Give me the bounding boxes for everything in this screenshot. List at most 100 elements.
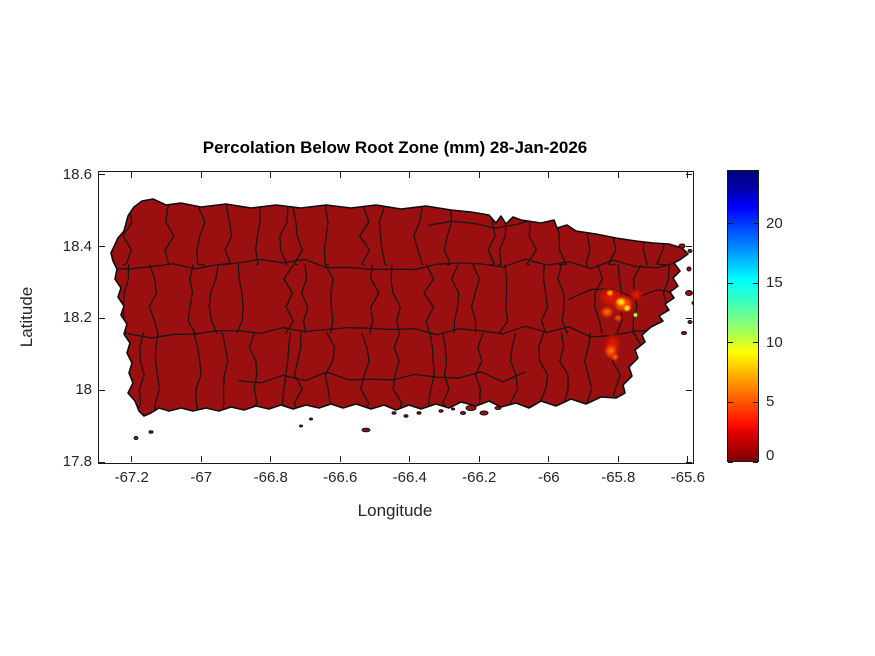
x-tick-mark-top (548, 172, 550, 178)
x-tick-mark-top (478, 172, 480, 178)
islet (494, 406, 502, 410)
municipality-border-line (187, 264, 196, 334)
municipality-border-line (281, 332, 292, 415)
municipality-border-line (236, 264, 244, 334)
plot-area (98, 171, 694, 464)
x-tick-mark (478, 456, 480, 462)
x-tick-mark (270, 456, 272, 462)
x-tick-label: -66 (537, 469, 560, 486)
municipality-border-line (238, 371, 526, 384)
municipality-border-line (583, 332, 593, 415)
islet (299, 424, 303, 428)
colorbar-tick-mark (728, 282, 733, 284)
x-tick-label: -65.8 (601, 469, 636, 486)
y-tick-label: 18.2 (62, 309, 92, 327)
islet (460, 411, 466, 415)
islet (678, 243, 686, 249)
y-tick-label: 18.6 (62, 165, 92, 183)
municipality-border-line (283, 264, 295, 334)
municipality-border-line (279, 199, 289, 266)
colorbar-tick-mark (753, 282, 758, 284)
municipality-border-line (248, 332, 258, 415)
x-tick-mark (687, 456, 689, 462)
municipality-border-line (450, 264, 460, 334)
colorbar-tick-label: 20 (766, 214, 783, 232)
percolation-hotspots (596, 285, 644, 362)
islet (391, 411, 397, 415)
peak-value-point (632, 312, 639, 318)
municipality-border-line (193, 332, 202, 415)
municipality-border-line (392, 332, 403, 415)
colorbar-tick-label: 10 (766, 333, 783, 351)
colorbar-tick-mark (728, 461, 733, 463)
colorbar (727, 170, 759, 462)
y-tick-label: 18.4 (62, 237, 92, 255)
colorbar-tick-mark (728, 401, 733, 403)
municipality-border-line (153, 332, 161, 415)
municipality-border-line (594, 264, 604, 334)
municipality-border-line (427, 332, 436, 415)
x-tick-label: -65.6 (670, 469, 705, 486)
x-tick-mark (339, 456, 341, 462)
islet (479, 410, 489, 416)
islet (691, 301, 693, 305)
municipality-border-line (111, 258, 680, 271)
colorbar-tick-mark (753, 223, 758, 225)
municipality-border-line (292, 199, 303, 266)
y-tick-mark-right (686, 389, 692, 391)
colorbar-tick-label: 15 (766, 274, 783, 292)
municipality-border-line (671, 332, 683, 415)
municipality-border-line (221, 332, 229, 415)
x-tick-mark-top (200, 172, 202, 178)
municipality-border-line (293, 332, 304, 415)
municipality-border-line (254, 199, 261, 266)
colorbar-tick-mark (728, 342, 733, 344)
x-tick-mark-top (409, 172, 411, 178)
islet (465, 405, 477, 411)
municipality-border-line (470, 264, 481, 334)
municipality-border-line (378, 199, 387, 266)
x-tick-mark-top (270, 172, 272, 178)
islet (686, 266, 692, 272)
municipality-border-line (474, 332, 484, 415)
municipality-border-line (208, 264, 219, 334)
y-axis-label: Latitude (17, 286, 36, 348)
y-tick-label: 17.8 (62, 453, 92, 470)
y-tick-mark-right (686, 174, 692, 176)
x-tick-label: -67 (190, 469, 213, 486)
plot-title: Percolation Below Root Zone (mm) 28-Jan-… (202, 138, 588, 157)
islet (685, 290, 693, 296)
municipality-border-line (413, 199, 424, 266)
y-tick-mark (99, 174, 105, 176)
municipality-border-line (369, 264, 380, 334)
y-tick-mark (99, 389, 105, 391)
y-tick-label: 18 (75, 381, 92, 399)
colorbar-tick-mark (728, 223, 733, 225)
islet (438, 409, 444, 413)
municipality-border-line (442, 332, 452, 415)
x-tick-label: -66.6 (323, 469, 358, 486)
colorbar-tick-label: 0 (766, 447, 775, 464)
municipality-border-line (540, 264, 549, 334)
colorbar-tick-mark (753, 461, 758, 463)
x-tick-label: -67.2 (114, 469, 149, 486)
islet (687, 320, 693, 324)
municipality-border-line (423, 264, 435, 334)
municipality-border-line (509, 332, 519, 415)
islet (416, 411, 422, 415)
islet (403, 414, 409, 418)
municipality-border-line (148, 264, 159, 334)
y-tick-mark (99, 461, 105, 463)
municipality-border-line (196, 199, 206, 266)
municipality-border-line (557, 264, 568, 334)
municipality-border-line (111, 325, 680, 339)
y-tick-mark (99, 317, 105, 319)
x-tick-mark (409, 456, 411, 462)
colorbar-tick-mark (753, 342, 758, 344)
x-tick-mark-top (131, 172, 133, 178)
x-tick-label: -66.2 (462, 469, 497, 486)
puerto-rico-map (110, 198, 693, 440)
y-tick-mark-right (686, 317, 692, 319)
y-tick-mark (99, 246, 105, 248)
y-tick-mark-right (686, 461, 692, 463)
